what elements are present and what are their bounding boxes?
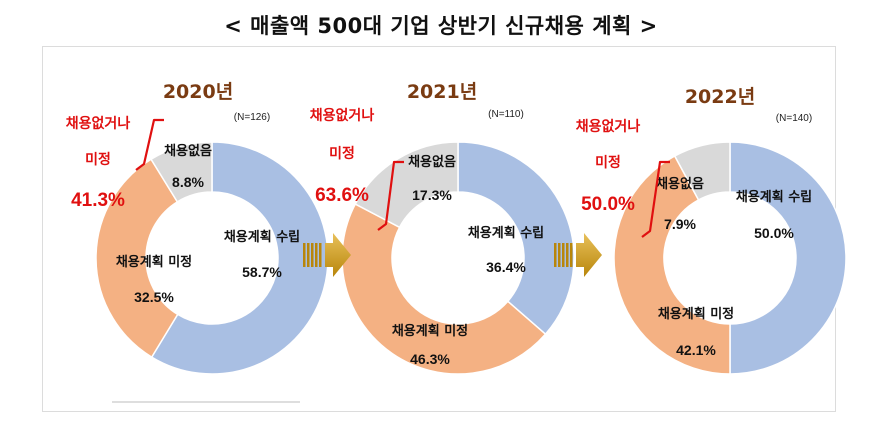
donut-chart-1: 채용계획 수립 36.4% 채용계획 미정 46.3% 채용없음 17.3% 2021년 (N… xyxy=(310,81,575,375)
slice-label-plan: 채용계획 수립 xyxy=(468,225,544,241)
slice-value-plan: 36.4% xyxy=(486,259,526,275)
sample-size: (N=126) xyxy=(234,112,270,123)
note-value: 50.0% xyxy=(581,194,635,215)
note-bracket xyxy=(135,118,164,171)
slice-undecided xyxy=(613,154,731,375)
slice-value-undecided: 32.5% xyxy=(134,289,174,305)
slice-label-undecided: 채용계획 미정 xyxy=(392,323,468,339)
slice-value-plan: 50.0% xyxy=(754,225,794,241)
note-line2: 미정 xyxy=(85,151,111,168)
slice-label-undecided: 채용계획 미정 xyxy=(658,306,734,322)
slice-value-none: 8.8% xyxy=(172,174,204,190)
sample-size: (N=110) xyxy=(488,109,524,120)
year-label: 2021년 xyxy=(407,81,477,103)
slice-label-undecided: 채용계획 미정 xyxy=(116,254,192,270)
slice-value-none: 17.3% xyxy=(412,187,452,203)
note-line1: 채용없거나 xyxy=(310,108,375,124)
slice-label-none: 채용없음 xyxy=(408,154,456,170)
note-value: 41.3% xyxy=(71,190,125,211)
page-title: < 매출액 500대 기업 상반기 신규채용 계획 > xyxy=(224,14,658,38)
slice-value-plan: 58.7% xyxy=(242,264,282,280)
donut-chart-0: 채용계획 수립 58.7% 채용계획 미정 32.5% 채용없음 8.8% 2020년(N=… xyxy=(66,81,329,375)
slice-label-none: 채용없음 xyxy=(164,143,212,159)
year-label: 2022년 xyxy=(685,86,755,108)
note-line1: 채용없거나 xyxy=(576,119,641,135)
slice-plan xyxy=(150,141,329,375)
slice-label-none: 채용없음 xyxy=(656,176,704,192)
slice-value-undecided: 42.1% xyxy=(676,342,716,358)
slice-undecided xyxy=(341,203,547,375)
note-bracket xyxy=(641,160,670,238)
arrow-2 xyxy=(554,233,602,277)
note-line2: 미정 xyxy=(329,145,355,162)
note-line1: 채용없거나 xyxy=(66,116,131,132)
note-line2: 미정 xyxy=(595,154,621,171)
arrow-1 xyxy=(303,233,351,277)
slice-plan xyxy=(457,141,575,336)
slice-plan xyxy=(729,141,847,375)
slice-none xyxy=(150,141,213,203)
slice-none xyxy=(673,141,731,201)
year-label: 2020년 xyxy=(163,81,233,103)
slice-value-undecided: 46.3% xyxy=(410,351,450,367)
slice-label-plan: 채용계획 수립 xyxy=(224,229,300,245)
donut-chart-2: 채용계획 수립 50.0% 채용계획 미정 42.1% 채용없음 7.9% 2022년 (N=… xyxy=(576,86,847,375)
note-bracket xyxy=(377,160,404,231)
sample-size: (N=140) xyxy=(776,113,812,124)
slice-label-plan: 채용계획 수립 xyxy=(736,189,812,205)
slice-none xyxy=(354,141,459,229)
note-value: 63.6% xyxy=(315,185,369,206)
slice-value-none: 7.9% xyxy=(664,216,696,232)
